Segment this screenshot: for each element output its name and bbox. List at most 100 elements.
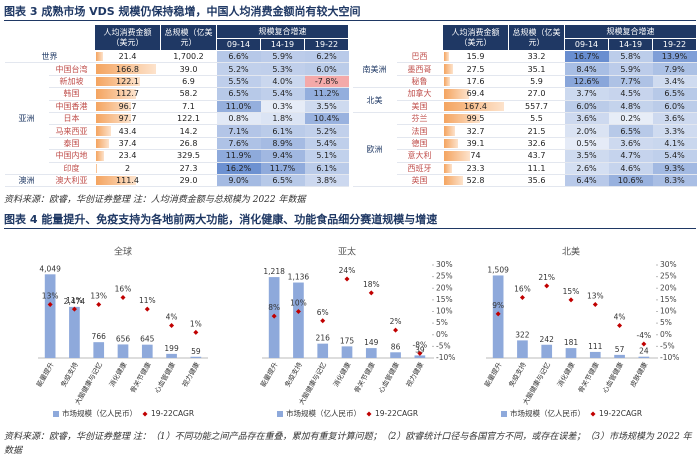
growth-cell: 3.3% — [652, 124, 697, 138]
bar-label: 86 — [391, 342, 401, 351]
legend-swatch — [501, 411, 507, 417]
y2-tick-label: 30% — [660, 260, 677, 269]
y2-tick-label: -10% — [436, 353, 455, 362]
cagr-marker — [271, 313, 277, 319]
country-cell: 日本 — [48, 112, 95, 126]
per-capita-cell: 23.4 — [94, 149, 161, 163]
bar — [93, 342, 105, 358]
growth-cell: 7.1% — [216, 124, 261, 138]
growth-cell: -7.8% — [304, 75, 349, 89]
bar — [141, 344, 153, 358]
growth-cell: 5.4% — [260, 87, 305, 101]
per-capita-cell: 27.5 — [442, 62, 509, 76]
y2-tick-label: 5% — [660, 318, 672, 327]
cagr-marker — [368, 290, 374, 296]
per-capita-bar — [95, 64, 156, 74]
cagr-label: 1% — [190, 319, 202, 328]
cagr-marker — [544, 283, 550, 289]
per-capita-bar — [95, 151, 104, 161]
growth-cell: 5.1% — [304, 149, 349, 163]
cagr-marker — [295, 309, 301, 314]
bar — [541, 344, 553, 358]
country-cell: 意大利 — [396, 149, 443, 163]
x-tick-label: 视力健康 — [180, 360, 201, 388]
x-tick-label: 能量提升 — [258, 360, 279, 388]
growth-cell: 6.4% — [564, 174, 609, 188]
y2-tick-label: 10% — [660, 307, 677, 316]
country-cell: 泰国 — [48, 137, 95, 151]
growth-cell: 9.4% — [260, 149, 305, 163]
region-cell: 北美 — [352, 87, 397, 113]
growth-cell: 0.5% — [564, 137, 609, 151]
per-capita-value: 23.3 — [466, 163, 485, 173]
per-capita-value: 111.4 — [116, 176, 139, 186]
legend-label: 市场规模（亿人民币） — [62, 408, 137, 418]
cagr-marker — [96, 302, 102, 308]
country-cell: 法国 — [396, 124, 443, 138]
per-capita-cell: 52.8 — [442, 174, 509, 188]
chart-title: 全球 — [114, 246, 132, 258]
cagr-marker — [568, 297, 574, 303]
y2-tick-label: 20% — [660, 283, 677, 292]
cagr-label: 2% — [390, 317, 402, 326]
header-period: 14-19 — [260, 38, 305, 51]
total-cell: 43.7 — [508, 149, 565, 163]
bar-label: 766 — [92, 332, 107, 341]
cagr-label: 18% — [363, 280, 380, 289]
figure-title: 图表 4 能量提升、免疫支持为各地前两大功能，消化健康、功能食品细分赛道规模与增… — [4, 211, 696, 229]
x-tick-label: 消化健康 — [555, 360, 576, 388]
cagr-marker — [417, 350, 423, 356]
legend-label: 市场规模（亿人民币） — [286, 408, 361, 418]
bar — [44, 274, 56, 358]
total-cell: 329.5 — [160, 149, 217, 163]
growth-cell: 2.6% — [564, 162, 609, 175]
growth-cell: 6.2% — [304, 50, 349, 64]
growth-cell: 9.0% — [216, 174, 261, 188]
growth-cell: 7.9% — [652, 62, 697, 76]
bar — [517, 340, 528, 358]
growth-cell: 3.5% — [564, 149, 609, 163]
growth-cell: 0.2% — [608, 112, 653, 126]
per-capita-cell: 39.1 — [442, 137, 509, 151]
growth-cell: 8.3% — [652, 174, 697, 188]
per-capita-bar — [95, 89, 137, 99]
cagr-label: 8% — [268, 303, 280, 312]
per-capita-cell: 99.5 — [442, 112, 509, 126]
cagr-label: 4% — [614, 312, 626, 321]
per-capita-bar — [443, 151, 471, 161]
header-period: 14-19 — [608, 38, 653, 51]
per-capita-cell: 21.4 — [94, 50, 161, 64]
growth-cell: 0.3% — [260, 100, 305, 113]
bar-label: 1,136 — [288, 273, 310, 282]
y2-tick-label: 15% — [436, 295, 453, 304]
total-cell: 5.9 — [508, 75, 565, 89]
per-capita-bar — [95, 101, 131, 111]
growth-cell: 6.0% — [304, 62, 349, 76]
total-cell: 557.7 — [508, 100, 565, 113]
growth-cell: 11.9% — [216, 149, 261, 163]
growth-cell: 4.6% — [608, 162, 653, 175]
bar — [414, 355, 426, 358]
total-cell: 39.0 — [160, 62, 217, 76]
per-capita-value: 27.5 — [466, 64, 485, 74]
x-tick-label: 免疫支持 — [283, 360, 304, 388]
bar-label: 242 — [540, 335, 555, 344]
growth-cell: 5.2% — [216, 62, 261, 76]
per-capita-bar — [443, 126, 456, 136]
cagr-label: -8% — [413, 340, 428, 349]
header-cell: 人均消费金额（美元） — [94, 24, 161, 51]
growth-cell: 4.8% — [608, 100, 653, 113]
y2-tick-label: 20% — [436, 283, 453, 292]
growth-cell: 3.7% — [564, 87, 609, 101]
header-cell: 总规模（亿美元） — [160, 24, 217, 51]
source-note: 资料来源：欧睿，华创证券整理 注：（1）不同功能之间产品存在重叠，累加有重复计算… — [4, 432, 692, 456]
cagr-label: 15% — [563, 287, 580, 296]
growth-cell: 6.0% — [564, 100, 609, 113]
country-cell: 澳大利亚 — [48, 174, 95, 188]
growth-cell: 16.7% — [564, 50, 609, 64]
growth-cell: 16.2% — [216, 162, 261, 175]
per-capita-value: 15.9 — [466, 52, 485, 62]
bar-label: 59 — [191, 347, 201, 356]
header-cell: 规模复合增速 — [563, 24, 698, 39]
per-capita-cell: 166.8 — [94, 62, 161, 76]
